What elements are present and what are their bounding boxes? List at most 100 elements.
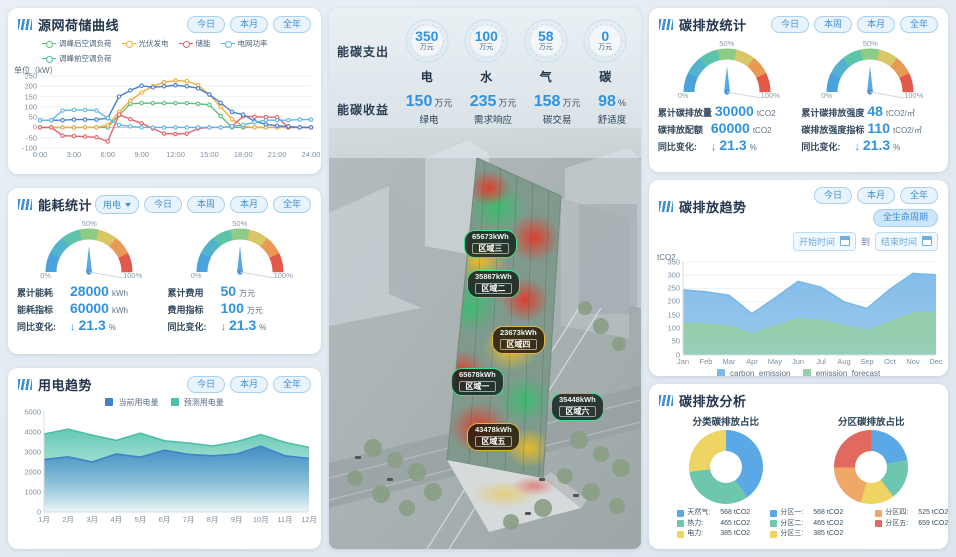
end-date-input[interactable]: 结束时间: [874, 231, 938, 251]
donut-ring: [834, 430, 909, 504]
legend-item[interactable]: 预测用电量: [170, 397, 224, 408]
zone-tag[interactable]: 23673kWh 区域四: [492, 326, 545, 354]
kpi-income-item[interactable]: 235 万元 需求响应: [470, 93, 517, 126]
range-button-year[interactable]: 全年: [272, 195, 311, 214]
calendar-icon[interactable]: [922, 236, 932, 246]
range-button-today[interactable]: 今日: [143, 195, 182, 214]
kpi-expense-item[interactable]: 100 万元 水: [463, 18, 509, 85]
donut-legend-item[interactable]: 分区二: 465 tCO2: [770, 519, 867, 530]
legend-item[interactable]: 当前用电量: [105, 397, 159, 408]
legend-item[interactable]: 光伏发电: [121, 38, 169, 49]
range-button-month[interactable]: 本月: [856, 187, 895, 205]
range-button-year[interactable]: 全年: [899, 15, 938, 34]
range-button-month[interactable]: 本月: [229, 15, 268, 34]
zone-tag[interactable]: 43478kWh 区域五: [467, 423, 520, 451]
donut-legend-item[interactable]: 分区一: 568 tCO2: [770, 508, 867, 519]
donut-legend-item[interactable]: 分区五: 659 tCO2: [875, 519, 948, 530]
y-axis-tick: 250: [667, 283, 680, 293]
expense-items: 350 万元 电 100 万元 水 58 万元 气: [397, 18, 635, 85]
range-button-today[interactable]: 今日: [770, 15, 809, 34]
start-date-input[interactable]: 开始时间: [792, 231, 856, 251]
kpi-value: 158 万元: [533, 93, 581, 110]
legend-item[interactable]: 储能: [178, 38, 211, 49]
kpi-unit: 万元: [562, 98, 581, 108]
stat-unit: %: [259, 323, 267, 332]
x-axis-tick: 1月: [38, 515, 50, 524]
kpi-value: 0: [601, 28, 610, 45]
stat-row: 累计碳排放强度 48 tCO2/㎡: [801, 103, 939, 119]
range-button-lifecycle[interactable]: 全生命周期: [872, 209, 938, 227]
legend-swatch-icon: [716, 368, 725, 376]
range-button-year[interactable]: 全年: [272, 375, 311, 394]
stat-unit: kWh: [111, 289, 128, 298]
stat-label: 累计碳排放强度: [801, 108, 865, 118]
calendar-icon[interactable]: [839, 236, 850, 246]
range-button-week[interactable]: 本周: [186, 195, 225, 214]
range-button-week[interactable]: 本周: [813, 15, 852, 34]
kpi-caption: 水: [480, 70, 493, 84]
stat-row: 能耗指标 60000 kWh: [17, 300, 161, 316]
range-button-today[interactable]: 今日: [813, 187, 852, 205]
zone-tag[interactable]: 35867kWh 区域二: [467, 270, 520, 298]
kpi-value: 100: [474, 28, 498, 45]
range-button-year[interactable]: 全年: [899, 187, 938, 205]
zone-name: 区域五: [475, 435, 512, 447]
range-button-month[interactable]: 本月: [229, 375, 268, 394]
kpi-income-item[interactable]: 98% 舒适度: [598, 93, 627, 126]
legend-item[interactable]: carbon_emission: [716, 368, 791, 377]
legend-item[interactable]: emission_forecast: [802, 368, 880, 376]
y-axis-tick: 250: [24, 71, 37, 81]
legend-item[interactable]: 调峰后空调负荷: [42, 38, 112, 49]
donut-legend-item[interactable]: 分区四: 525 tCO2: [875, 508, 948, 519]
area-chart: 5000 4000 3000 2000 1000 0 1月 2月 3月 4月 5月 6月 7月 8月 9月 1…: [24, 408, 317, 525]
panel-header: 能耗统计 用电 今日 本周 本月 全年: [8, 188, 321, 216]
range-button-month[interactable]: 本月: [229, 195, 268, 214]
kpi-expense-item[interactable]: 350 万元 电: [404, 18, 450, 85]
legend-label: 天然气:: [687, 509, 711, 516]
donut-legend-item[interactable]: 分区三: 385 tCO2: [770, 529, 867, 540]
kpi-expense-item[interactable]: 0 万元 碳: [582, 18, 628, 85]
panel-building-3d-view[interactable]: 能碳支出 350 万元 电 100 万元 水: [329, 8, 641, 549]
stat-row: 同比变化: ↓ 21.3 %: [168, 317, 312, 333]
legend-item[interactable]: 电网功率: [220, 38, 268, 49]
stat-unit: tCO2: [752, 126, 772, 135]
kpi-expense-item[interactable]: 58 万元 气: [523, 18, 569, 85]
zone-tag[interactable]: 65673kWh 区域三: [464, 230, 517, 258]
legend-swatch-icon: [677, 509, 685, 517]
range-button-month[interactable]: 本月: [856, 15, 895, 34]
panel-title: 能耗统计: [38, 198, 93, 213]
range-button-today[interactable]: 今日: [186, 15, 225, 34]
zone-tag[interactable]: 35448kWh 区域六: [551, 393, 604, 421]
x-axis-tick: 3:00: [66, 150, 82, 159]
panel-electricity-trend: 用电趋势 今日 本月 全年 当前用电量 预测用电量 5000 4000 3000 20…: [8, 368, 321, 549]
stat-label: 同比变化:: [801, 142, 841, 152]
legend-swatch-icon: [875, 520, 883, 528]
building-scene[interactable]: 能碳支出 350 万元 电 100 万元 水: [329, 8, 641, 549]
kpi-unit: 万元: [479, 44, 494, 52]
y-axis-tick: 50: [28, 112, 37, 122]
legend-item[interactable]: 调峰前空调负荷: [42, 53, 112, 64]
legend-value: 568 tCO2: [813, 509, 844, 516]
zone-tag[interactable]: 65678kWh 区域一: [451, 368, 504, 396]
x-axis-tick: 3月: [86, 515, 99, 524]
donut-caption: 分类碳排放占比: [692, 417, 759, 428]
legend-label: carbon_emission: [730, 368, 791, 377]
kpi-income-item[interactable]: 150 万元 绿电: [406, 93, 453, 126]
energy-type-select[interactable]: 用电: [94, 195, 139, 214]
legend-marker-icon: [121, 40, 136, 48]
donut-legend-item[interactable]: 天然气: 568 tCO2: [677, 508, 774, 519]
legend-swatch-icon: [170, 398, 179, 406]
zone-consumption: 23673kWh: [500, 328, 537, 337]
legend-swatch-icon: [677, 520, 685, 528]
trend-arrow-icon: ↓: [854, 141, 860, 153]
zone-name: 区域一: [459, 380, 496, 392]
legend-value: 525 tCO2: [918, 509, 948, 516]
range-button-year[interactable]: 全年: [272, 15, 311, 34]
range-button-today[interactable]: 今日: [186, 375, 225, 394]
y-axis-tick: 2000: [24, 467, 41, 477]
stat-row: 同比变化: ↓ 21.3 %: [658, 137, 796, 153]
kpi-income-item[interactable]: 158 万元 碳交易: [534, 93, 581, 126]
x-axis-tick: Nov: [906, 356, 920, 366]
donut-legend-item[interactable]: 电力: 385 tCO2: [677, 529, 774, 540]
donut-legend-item[interactable]: 热力: 465 tCO2: [677, 519, 774, 530]
